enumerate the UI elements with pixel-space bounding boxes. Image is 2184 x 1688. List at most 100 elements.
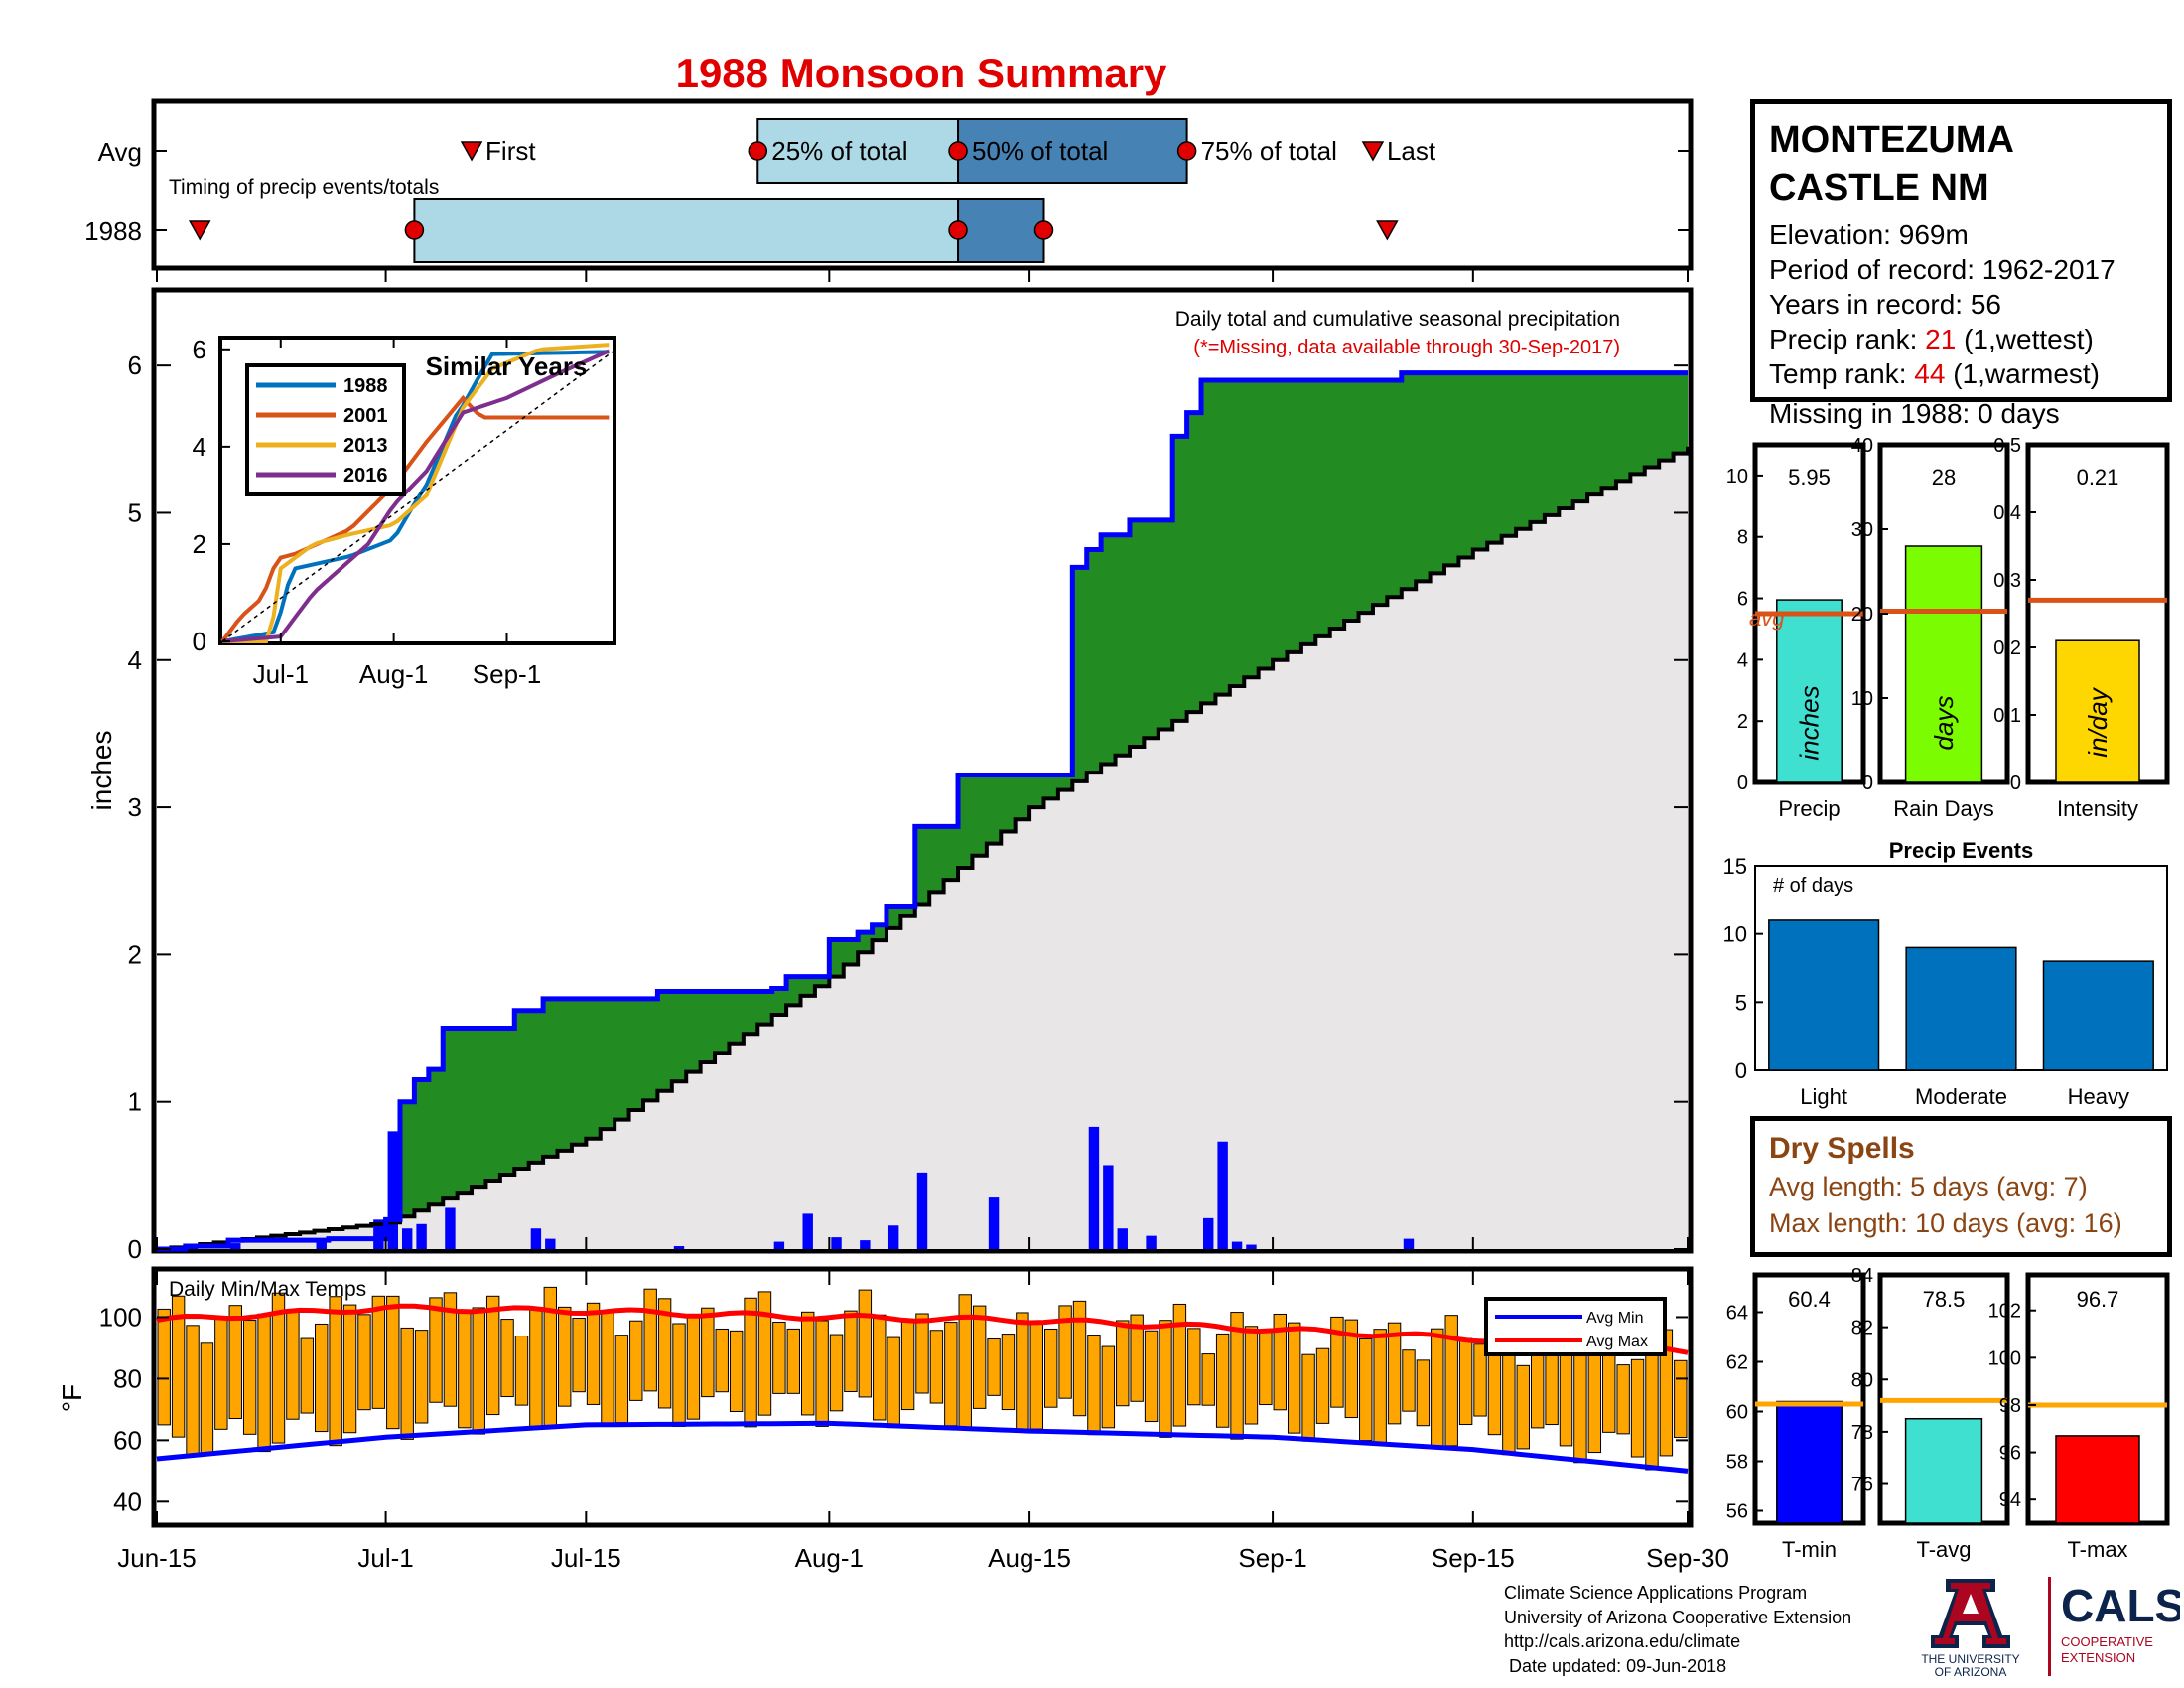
- precip-stat-unit: days: [1929, 696, 1959, 751]
- daily-temp-bar: [1502, 1343, 1516, 1456]
- daily-temp-bar: [1573, 1355, 1587, 1464]
- daily-temp-bar: [1230, 1312, 1244, 1440]
- daily-precip-bar: [916, 1172, 928, 1249]
- timing-caption: Timing of precip events/totals: [169, 176, 439, 199]
- station-info-box: MONTEZUMA CASTLE NM Elevation: 969m Peri…: [1750, 99, 2172, 402]
- temps-ytick-label: 100: [99, 1302, 142, 1332]
- daily-temp-bar: [1330, 1316, 1344, 1408]
- daily-temp-bar: [485, 1295, 500, 1416]
- temp-stat-value: 78.5: [1923, 1287, 1966, 1312]
- dry-spells-title: Dry Spells: [1769, 1132, 1915, 1165]
- main-ytick-label: 0: [128, 1234, 142, 1264]
- date-axis-labels: Jun-15 Jul-1 Jul-15 Aug-1 Aug-15 Sep-1 Sep-15 S…: [117, 268, 1729, 1573]
- daily-precip-bar: [1117, 1228, 1128, 1249]
- daily-temp-bar: [873, 1314, 887, 1421]
- temp-stat-ytick-label: 62: [1726, 1352, 1748, 1374]
- temps-legend: Avg Min Avg Max: [1484, 1297, 1667, 1356]
- cumulative-precip-panel: 0 1 2 3 4 5 6 Daily total and cumulative seaso…: [86, 287, 1694, 1264]
- precip-stat-ytick-label: 10: [1726, 466, 1748, 488]
- daily-temp-bar: [701, 1307, 715, 1398]
- daily-temp-bar: [887, 1336, 900, 1429]
- precip-stat-ytick-label: 0.5: [1993, 435, 2021, 457]
- precip-avg-label: avg: [1749, 606, 1785, 631]
- main-ytick-label: 3: [128, 792, 142, 822]
- daily-temp-bar: [729, 1330, 744, 1413]
- precip-stat-ytick-label: 30: [1851, 519, 1873, 541]
- daily-temp-bar: [271, 1292, 286, 1444]
- temp-stat-ytick-label: 82: [1851, 1318, 1873, 1339]
- daily-temp-bar: [242, 1320, 257, 1435]
- ua-logo-line2: OF ARIZONA: [1935, 1665, 2007, 1678]
- precip-stat-unit: in/day: [2083, 686, 2113, 757]
- timing-year-label: 1988: [84, 216, 142, 246]
- precip-stat-ytick-label: 6: [1737, 589, 1748, 611]
- daily-temp-bar: [900, 1321, 915, 1411]
- main-ytick-label: 5: [128, 497, 142, 527]
- temp-stat-ytick-label: 78: [1851, 1422, 1873, 1444]
- temp-stat-ytick-label: 58: [1726, 1452, 1748, 1474]
- events-caption: # of days: [1773, 875, 1853, 897]
- first-label: First: [485, 136, 536, 166]
- daily-temp-bar: [672, 1323, 686, 1427]
- daily-precip-bar: [373, 1219, 384, 1249]
- daily-temp-bar: [286, 1309, 300, 1420]
- q75-label: 75% of total: [1201, 136, 1337, 166]
- avg-25-marker: [748, 141, 768, 161]
- daily-temp-bar: [657, 1298, 672, 1409]
- temp-stat-ytick-label: 98: [1999, 1395, 2021, 1417]
- inset-title: Similar Years: [426, 352, 588, 381]
- daily-temp-bar: [357, 1314, 371, 1411]
- temp-stat-ytick-label: 60: [1726, 1402, 1748, 1424]
- events-bar: [1905, 946, 2017, 1071]
- daily-temp-bar: [1215, 1333, 1230, 1428]
- daily-temp-bar: [1530, 1343, 1545, 1429]
- precip-rank-value: 21: [1925, 324, 1957, 354]
- daily-temp-bar: [1130, 1314, 1144, 1402]
- precip-stat-bar: [1904, 545, 1983, 783]
- main-caption: Daily total and cumulative seasonal prec…: [1175, 308, 1620, 331]
- daily-temp-bar: [414, 1330, 429, 1424]
- daily-temp-bar: [929, 1330, 944, 1404]
- year-25-50-bar: [413, 198, 960, 263]
- temp-stat-ytick-label: 94: [1999, 1489, 2021, 1511]
- last-label: Last: [1387, 136, 1436, 166]
- daily-temp-bar: [371, 1295, 386, 1409]
- precip-stat-xlabel: Precip: [1778, 796, 1840, 821]
- station-years: Years in record: 56: [1769, 289, 2001, 320]
- inset-average-line: [221, 351, 614, 642]
- daily-temp-bar: [601, 1310, 614, 1426]
- ua-logo-line1: THE UNIVERSITY: [1921, 1652, 2019, 1666]
- daily-temp-bar: [1244, 1326, 1259, 1425]
- daily-temp-bar: [429, 1297, 443, 1403]
- precip-stat-ytick-label: 20: [1851, 604, 1873, 626]
- daily-temp-bar: [386, 1295, 400, 1430]
- daily-precip-bar: [1217, 1141, 1228, 1249]
- daily-temp-bar: [500, 1319, 514, 1398]
- events-category-label: Light: [1800, 1084, 1847, 1109]
- main-ylabel: inches: [86, 731, 117, 811]
- daily-precip-bar: [445, 1207, 456, 1249]
- daily-temp-bar: [1458, 1337, 1473, 1426]
- station-name-line2: CASTLE NM: [1769, 167, 1989, 209]
- date-tick-label: Sep-15: [1432, 1543, 1515, 1573]
- missing-note: (*=Missing, data available through 30-Se…: [1193, 337, 1620, 358]
- events-bar: [2042, 960, 2154, 1071]
- daily-temp-bar: [944, 1322, 958, 1427]
- precip-stat-ytick-label: 0.2: [1993, 637, 2021, 659]
- daily-temp-bar: [1587, 1343, 1602, 1454]
- legend-avg-min: Avg Min: [1586, 1310, 1644, 1327]
- daily-temp-bar: [1259, 1332, 1273, 1406]
- daily-temp-bar: [629, 1320, 643, 1401]
- daily-precip-bar: [860, 1240, 871, 1249]
- precip-stat-value: 0.21: [2077, 465, 2119, 490]
- temp-stat-xlabel: T-max: [2067, 1537, 2127, 1562]
- daily-temp-bar: [1172, 1303, 1187, 1427]
- precip-stat-ytick-label: 0.1: [1993, 705, 2021, 727]
- precip-stat-bar: [1776, 599, 1843, 783]
- timing-avg-label: Avg: [98, 137, 142, 167]
- year-50-marker: [948, 220, 968, 240]
- cals-logo-text: CALS: [2061, 1580, 2180, 1631]
- events-category-label: Heavy: [2068, 1084, 2129, 1109]
- daily-temp-bar: [1058, 1305, 1072, 1399]
